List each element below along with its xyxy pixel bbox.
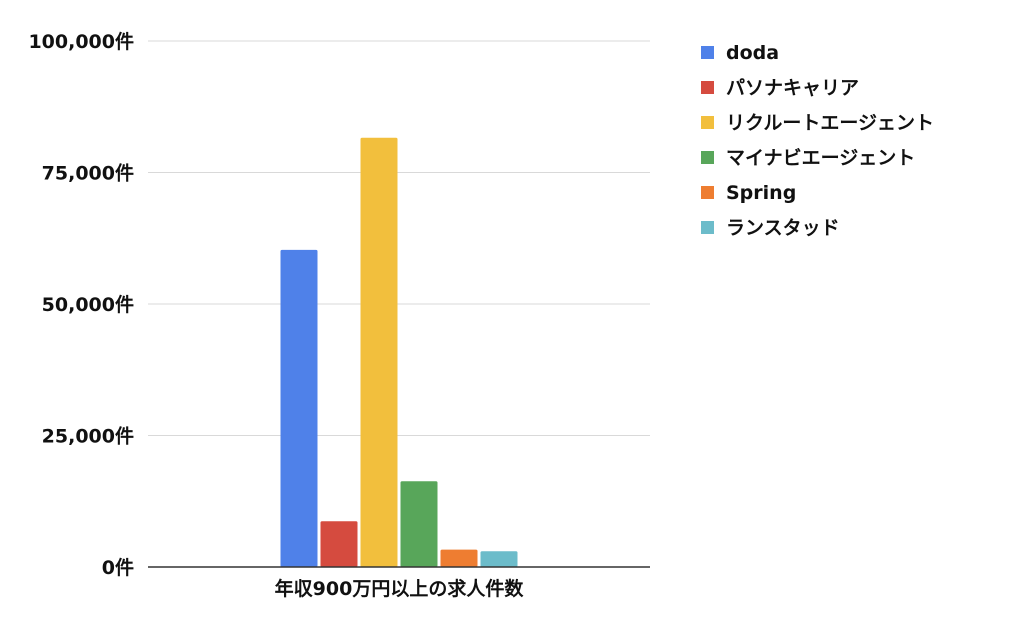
legend-label: マイナビエージェント xyxy=(726,147,915,169)
bar-5 xyxy=(440,549,478,567)
bar-1 xyxy=(280,249,318,567)
y-tick-label: 75,000件 xyxy=(42,162,134,185)
legend-swatch xyxy=(701,116,714,129)
bar-2 xyxy=(320,521,358,567)
bar-3 xyxy=(360,137,398,567)
gridlines xyxy=(148,40,650,436)
legend-swatch xyxy=(701,46,714,59)
legend-label: ランスタッド xyxy=(726,217,840,239)
x-category-label: 年収900万円以上の求人件数 xyxy=(275,577,525,600)
legend-swatch xyxy=(701,151,714,164)
y-tick-label: 100,000件 xyxy=(28,30,134,53)
bar-4 xyxy=(400,481,438,567)
legend-label: リクルートエージェント xyxy=(726,112,934,134)
legend-swatch xyxy=(701,221,714,234)
y-tick-label: 0件 xyxy=(102,556,134,579)
legend-swatch xyxy=(701,186,714,199)
legend-label: パソナキャリア xyxy=(726,77,859,99)
legend-swatch xyxy=(701,81,714,94)
bar-group xyxy=(280,137,518,567)
y-tick-label: 50,000件 xyxy=(42,293,134,316)
legend-label: Spring xyxy=(726,182,796,204)
legend-label: doda xyxy=(726,42,779,64)
bar-6 xyxy=(480,551,518,567)
label-group: 0件 25,000件 50,000件 75,000件 100,000件年収900万円以上… xyxy=(28,30,524,600)
y-tick-label: 25,000件 xyxy=(42,425,134,448)
